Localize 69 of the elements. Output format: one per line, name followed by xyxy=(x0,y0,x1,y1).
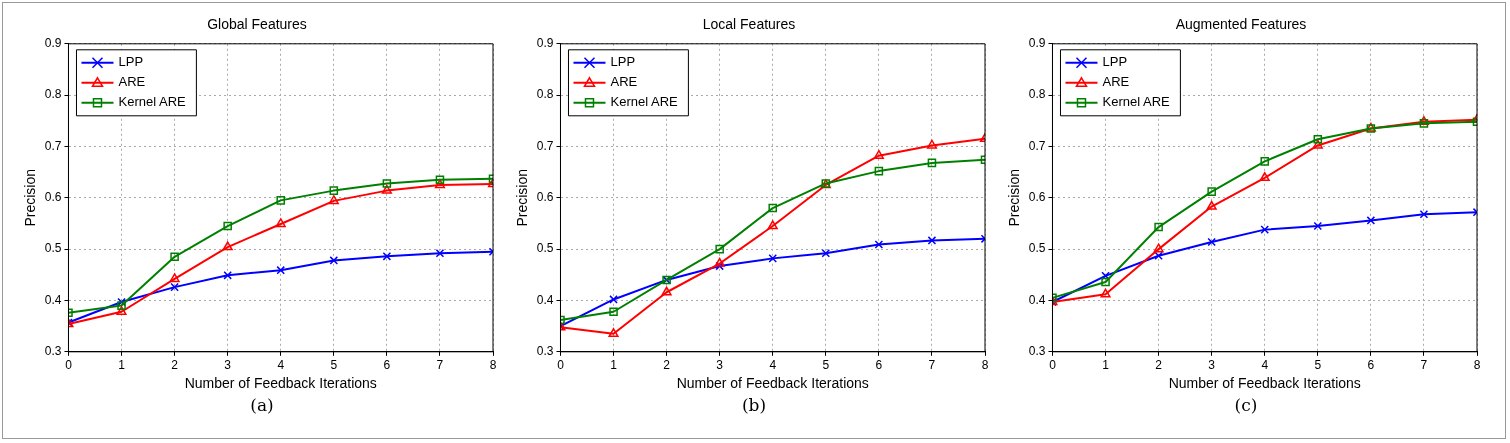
x-tick-label: 4 xyxy=(769,358,777,373)
x-tick-label: 1 xyxy=(610,358,618,373)
y-tick-label: 0.5 xyxy=(44,241,62,256)
text: (c) xyxy=(1234,395,1258,415)
y-axis-title: Precision xyxy=(22,169,39,227)
y-tick-label: 0.7 xyxy=(536,138,554,153)
y-axis-title: Precision xyxy=(514,169,531,227)
x-tick-label: 2 xyxy=(663,358,671,373)
x-tick-label: 4 xyxy=(277,358,285,373)
y-tick-label: 0.5 xyxy=(536,241,554,256)
y-tick-label: 0.8 xyxy=(44,87,62,102)
x-tick-label: 7 xyxy=(928,358,936,373)
x-tick-label: 5 xyxy=(822,358,830,373)
x-tick-label: 2 xyxy=(171,358,179,373)
x-tick-label: 7 xyxy=(1420,358,1428,373)
y-tick-label: 0.4 xyxy=(536,292,554,307)
legend-label: ARE xyxy=(118,74,146,90)
chart-title: Local Features xyxy=(702,16,796,33)
y-tick-label: 0.9 xyxy=(1028,36,1046,51)
legend-label: ARE xyxy=(1102,74,1130,90)
legend-label: LPP xyxy=(610,54,636,70)
x-tick-label: 8 xyxy=(489,358,497,373)
x-axis-title: Number of Feedback Iterations xyxy=(676,375,869,392)
chart-title: Augmented Features xyxy=(1175,16,1307,33)
legend-label: Kernel ARE xyxy=(1102,94,1171,110)
x-tick-label: 0 xyxy=(65,358,73,373)
x-axis-title: Number of Feedback Iterations xyxy=(184,375,377,392)
y-tick-label: 0.4 xyxy=(1028,292,1046,307)
x-tick-label: 0 xyxy=(557,358,565,373)
x-axis-title: Number of Feedback Iterations xyxy=(1168,375,1361,392)
y-tick-label: 0.5 xyxy=(1028,241,1046,256)
y-tick-label: 0.3 xyxy=(1028,344,1046,359)
x-tick-label: 0 xyxy=(1049,358,1057,373)
x-tick-label: 1 xyxy=(1102,358,1110,373)
x-tick-label: 5 xyxy=(1314,358,1322,373)
x-tick-label: 8 xyxy=(1473,358,1481,373)
legend-label: LPP xyxy=(1102,54,1128,70)
y-tick-label: 0.7 xyxy=(44,138,62,153)
y-tick-label: 0.4 xyxy=(44,292,62,307)
text: (b) xyxy=(741,395,767,415)
x-tick-label: 1 xyxy=(118,358,126,373)
legend-label: Kernel ARE xyxy=(610,94,679,110)
x-tick-label: 3 xyxy=(716,358,724,373)
x-tick-label: 5 xyxy=(330,358,338,373)
y-axis-title: Precision xyxy=(1006,169,1023,227)
x-tick-label: 2 xyxy=(1155,358,1163,373)
x-tick-label: 3 xyxy=(1208,358,1216,373)
x-tick-label: 6 xyxy=(1367,358,1375,373)
y-tick-label: 0.8 xyxy=(536,87,554,102)
y-tick-label: 0.6 xyxy=(44,190,62,205)
x-tick-label: 3 xyxy=(224,358,232,373)
x-tick-label: 4 xyxy=(1261,358,1269,373)
x-tick-label: 7 xyxy=(436,358,444,373)
y-tick-label: 0.9 xyxy=(44,36,62,51)
y-tick-label: 0.8 xyxy=(1028,87,1046,102)
y-tick-label: 0.6 xyxy=(536,190,554,205)
x-tick-label: 6 xyxy=(875,358,883,373)
legend-label: LPP xyxy=(118,54,144,70)
x-tick-label: 8 xyxy=(981,358,989,373)
y-tick-label: 0.3 xyxy=(536,344,554,359)
y-tick-label: 0.3 xyxy=(44,344,62,359)
chart-title: Global Features xyxy=(207,16,307,33)
legend-label: Kernel ARE xyxy=(118,94,187,110)
y-tick-label: 0.7 xyxy=(1028,138,1046,153)
y-tick-label: 0.6 xyxy=(1028,190,1046,205)
y-tick-label: 0.9 xyxy=(536,36,554,51)
text: (a) xyxy=(250,395,274,415)
legend-label: ARE xyxy=(610,74,638,90)
x-tick-label: 6 xyxy=(383,358,391,373)
